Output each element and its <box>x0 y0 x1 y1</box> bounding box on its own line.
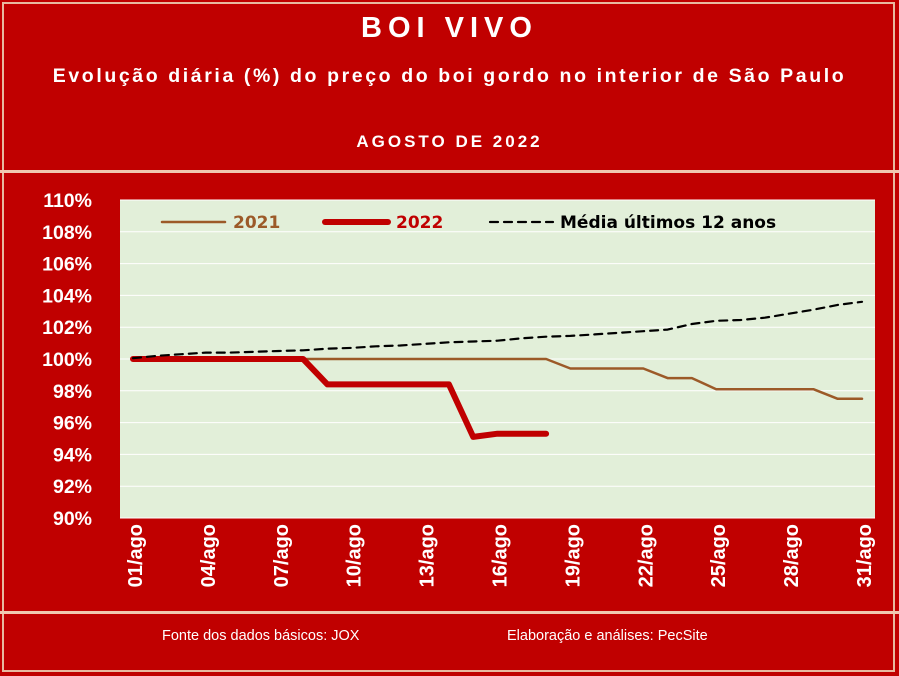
y-tick-label: 96% <box>53 413 92 435</box>
series-media-line <box>131 300 864 360</box>
y-tick-label: 106% <box>42 254 92 276</box>
header: BOI VIVO Evolução diária (%) do preço do… <box>0 0 899 170</box>
legend-label: 2022 <box>396 213 443 233</box>
x-tick-label: 31/ago <box>854 524 876 587</box>
bottom-separator <box>0 611 899 614</box>
x-tick-label: 19/ago <box>562 524 584 587</box>
y-tick-label: 94% <box>53 444 92 466</box>
series-2022-line <box>130 356 550 440</box>
x-axis-ticks: 01/ago 04/ago 07/ago 10/ago 13/ago 16/ago 19/a… <box>125 524 876 587</box>
y-tick-label: 92% <box>53 476 92 498</box>
top-separator <box>0 170 899 173</box>
x-tick-label: 22/ago <box>635 524 657 587</box>
x-tick-label: 04/ago <box>198 524 220 587</box>
x-tick-label: 28/ago <box>781 524 803 587</box>
footer-credits: Elaboração e análises: PecSite <box>507 628 708 644</box>
y-tick-label: 102% <box>42 317 92 339</box>
chart-title: BOI VIVO <box>361 12 538 44</box>
y-tick-label: 98% <box>53 381 92 403</box>
y-tick-label: 100% <box>42 349 92 371</box>
x-tick-label: 25/ago <box>708 524 730 587</box>
legend-label: 2021 <box>233 213 280 233</box>
footer-source: Fonte dos dados básicos: JOX <box>162 628 360 644</box>
x-tick-label: 10/ago <box>344 524 366 587</box>
legend-label: Média últimos 12 anos <box>560 213 776 233</box>
y-axis-ticks: 90% 92% 94% 96% 98% 100% 102% 104% 106% 108% 110% <box>42 190 92 530</box>
x-tick-label: 13/ago <box>417 524 439 587</box>
series-group <box>130 300 864 440</box>
x-tick-label: 01/ago <box>125 524 147 587</box>
y-tick-label: 90% <box>53 508 92 530</box>
chart-subtitle: Evolução diária (%) do preço do boi gord… <box>52 65 847 87</box>
chart-period: AGOSTO DE 2022 <box>356 132 543 151</box>
legend: 2021 2022 Média últimos 12 anos <box>160 213 776 233</box>
y-tick-label: 104% <box>42 285 92 307</box>
x-tick-label: 07/ago <box>271 524 293 587</box>
y-tick-label: 110% <box>43 190 92 212</box>
x-tick-label: 16/ago <box>490 524 512 587</box>
y-tick-label: 108% <box>42 222 92 244</box>
